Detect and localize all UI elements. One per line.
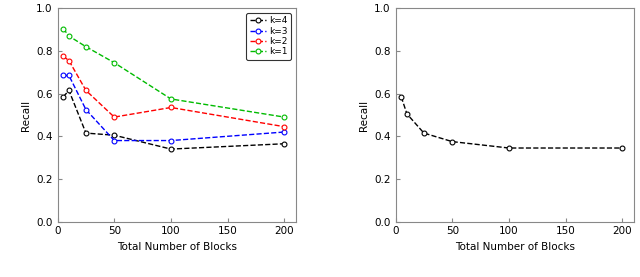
Line: k=1: k=1 bbox=[61, 26, 287, 119]
k=2 bbox=[167, 106, 175, 109]
X-axis label: Total Number of Blocks: Total Number of Blocks bbox=[116, 242, 237, 252]
k=2 bbox=[60, 55, 67, 58]
k=2 bbox=[82, 89, 90, 92]
k=4 bbox=[111, 134, 118, 137]
k=3 bbox=[111, 139, 118, 142]
Line: k=4: k=4 bbox=[61, 88, 287, 152]
k=4 bbox=[65, 89, 73, 92]
Y-axis label: Recall: Recall bbox=[20, 99, 31, 130]
k=4 bbox=[167, 147, 175, 151]
k=2 bbox=[65, 59, 73, 62]
k=2 bbox=[111, 116, 118, 119]
Line: k=2: k=2 bbox=[61, 54, 287, 129]
k=3 bbox=[60, 74, 67, 77]
k=1 bbox=[65, 34, 73, 38]
Line: k=3: k=3 bbox=[61, 73, 287, 143]
k=3 bbox=[82, 108, 90, 111]
Legend: k=4, k=3, k=2, k=1: k=4, k=3, k=2, k=1 bbox=[246, 13, 291, 60]
k=1 bbox=[60, 27, 67, 30]
k=3 bbox=[65, 74, 73, 77]
k=3 bbox=[280, 130, 288, 134]
k=1 bbox=[280, 116, 288, 119]
Y-axis label: Recall: Recall bbox=[358, 99, 369, 130]
k=4 bbox=[280, 142, 288, 145]
k=2 bbox=[280, 125, 288, 128]
k=3 bbox=[167, 139, 175, 142]
k=1 bbox=[111, 61, 118, 64]
k=1 bbox=[167, 97, 175, 101]
k=1 bbox=[82, 45, 90, 48]
k=4 bbox=[60, 95, 67, 99]
X-axis label: Total Number of Blocks: Total Number of Blocks bbox=[454, 242, 575, 252]
k=4 bbox=[82, 131, 90, 135]
